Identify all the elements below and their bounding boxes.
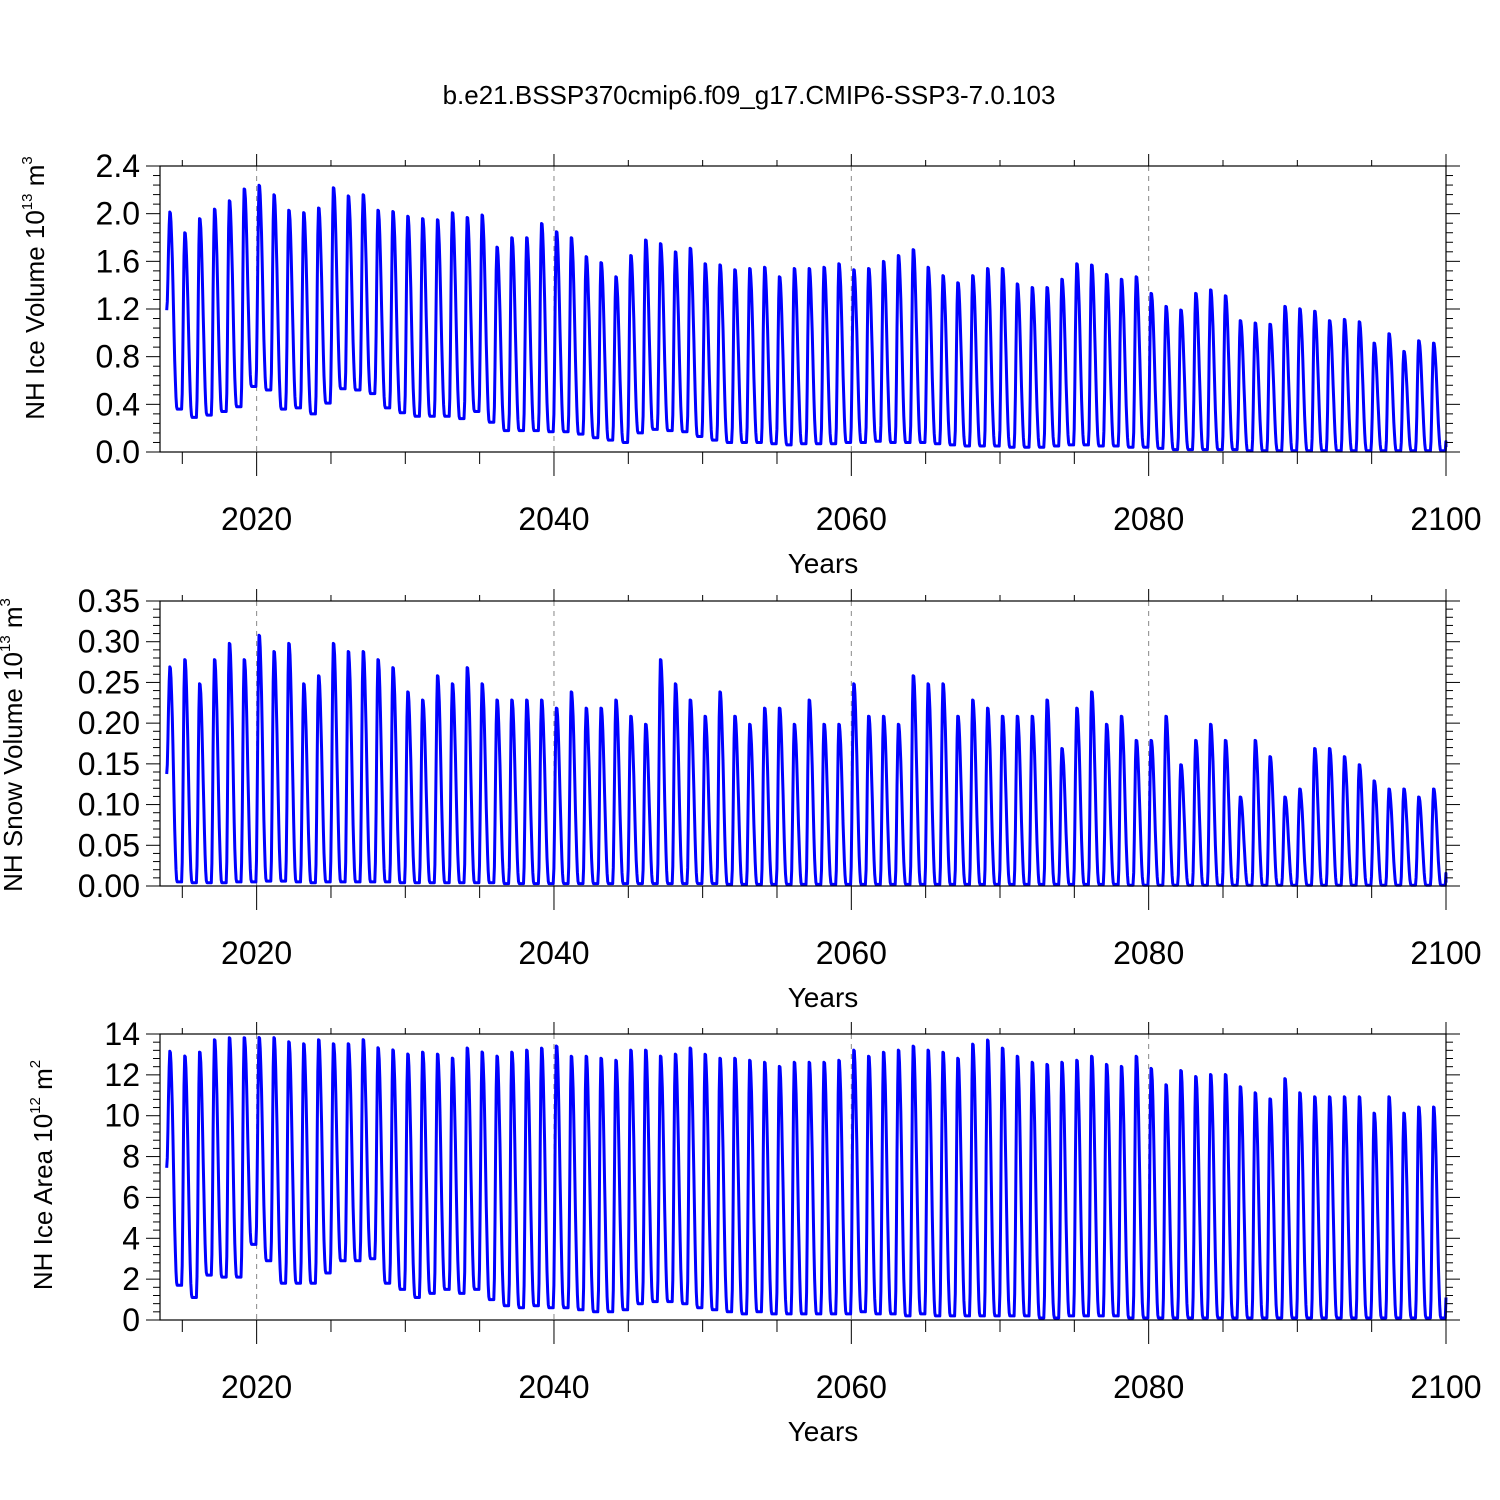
y-tick-label: 0.35 <box>78 583 140 619</box>
x-tick-label: 2040 <box>518 935 589 971</box>
y-tick-label: 2.4 <box>96 148 140 184</box>
x-axis-label: Years <box>788 982 859 1013</box>
y-tick-label: 10 <box>104 1098 140 1134</box>
x-tick-label: 2040 <box>518 501 589 537</box>
plot-frame <box>159 600 1447 887</box>
x-tick-label: 2020 <box>221 1369 292 1405</box>
y-tick-label: 0.20 <box>78 705 140 741</box>
x-tick-label: 2060 <box>816 935 887 971</box>
y-tick-label: 8 <box>122 1139 140 1175</box>
x-tick-label: 2040 <box>518 1369 589 1405</box>
y-tick-label: 0.30 <box>78 624 140 660</box>
x-tick-label: 2100 <box>1410 935 1481 971</box>
plot-frame <box>159 1033 1447 1321</box>
y-tick-label: 1.6 <box>96 243 140 279</box>
y-tick-label: 0.25 <box>78 664 140 700</box>
y-tick-label: 2.0 <box>96 196 140 232</box>
chart-title: b.e21.BSSP370cmip6.f09_g17.CMIP6-SSP3-7.… <box>443 80 1056 110</box>
y-axis-label: NH Ice Area 1012 m2 <box>27 1060 58 1290</box>
y-tick-label: 14 <box>104 1016 140 1052</box>
x-tick-label: 2080 <box>1113 501 1184 537</box>
chart-panel-3: 0 2 4 6 8 10 12 14 2020 2040 2060 2080 2100 Years NH I… <box>27 1016 1482 1447</box>
y-axis-label: NH Snow Volume 1013 m3 <box>0 598 28 892</box>
y-tick-label: 12 <box>104 1057 140 1093</box>
y-tick-label: 2 <box>122 1261 140 1297</box>
y-tick-label: 1.2 <box>96 291 140 327</box>
y-tick-label: 0.0 <box>96 434 140 470</box>
x-axis-label: Years <box>788 1416 859 1447</box>
y-tick-label: 6 <box>122 1179 140 1215</box>
y-tick-label: 0.10 <box>78 787 140 823</box>
y-tick-label: 0.05 <box>78 827 140 863</box>
y-tick-label: 4 <box>122 1220 140 1256</box>
x-tick-label: 2100 <box>1410 1369 1481 1405</box>
data-series-line <box>165 183 1448 453</box>
y-tick-label: 0 <box>122 1302 140 1338</box>
x-tick-label: 2020 <box>221 935 292 971</box>
x-tick-label: 2080 <box>1113 935 1184 971</box>
data-series-line <box>165 633 1448 887</box>
x-tick-label: 2060 <box>816 1369 887 1405</box>
chart-panel-1: 0.0 0.4 0.8 1.2 1.6 2.0 2.4 2020 2040 2060 2080 210… <box>19 148 1482 579</box>
y-tick-label: 0.8 <box>96 339 140 375</box>
y-tick-label: 0.15 <box>78 746 140 782</box>
chart-panel-2: 0.00 0.05 0.10 0.15 0.20 0.25 0.30 0.35 2020 2040… <box>0 583 1482 1013</box>
y-tick-label: 0.4 <box>96 386 140 422</box>
x-tick-label: 2060 <box>816 501 887 537</box>
x-tick-label: 2080 <box>1113 1369 1184 1405</box>
data-series-line <box>165 1036 1448 1320</box>
y-axis-label: NH Ice Volume 1013 m3 <box>19 156 50 419</box>
x-tick-label: 2020 <box>221 501 292 537</box>
y-tick-label: 0.00 <box>78 868 140 904</box>
x-tick-label: 2100 <box>1410 501 1481 537</box>
x-axis-label: Years <box>788 548 859 579</box>
